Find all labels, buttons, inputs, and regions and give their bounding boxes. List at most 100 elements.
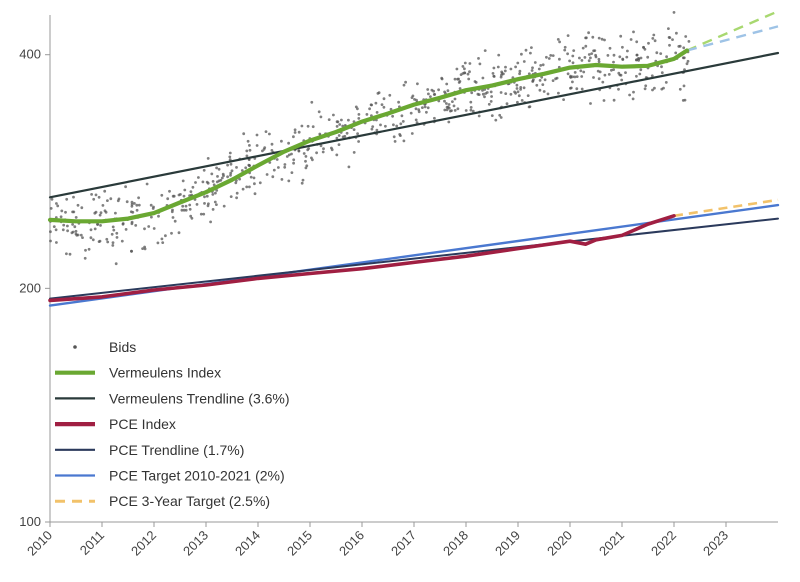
bid-point	[538, 79, 542, 82]
bid-point	[304, 166, 308, 170]
bid-point	[173, 219, 177, 223]
bid-point	[332, 113, 335, 117]
bid-point	[443, 108, 447, 112]
bid-point	[643, 87, 647, 91]
bid-point	[149, 203, 153, 207]
bid-point	[99, 224, 102, 227]
bid-point	[467, 77, 471, 81]
bid-point	[170, 210, 174, 214]
bid-point	[52, 225, 56, 229]
bid-point	[487, 102, 491, 106]
bid-point	[542, 90, 546, 93]
bid-point	[90, 193, 93, 196]
bid-point	[335, 136, 339, 140]
bid-point	[189, 214, 193, 218]
bid-point	[589, 102, 592, 105]
bid-point	[582, 70, 586, 74]
bid-point	[402, 83, 406, 87]
bid-point	[409, 111, 413, 115]
x-tick-label: 2023	[700, 528, 731, 559]
bid-point	[49, 239, 52, 243]
bid-point	[201, 180, 205, 184]
bid-point	[319, 115, 323, 119]
bid-point	[646, 55, 650, 59]
bid-point	[152, 227, 156, 230]
bid-point	[426, 106, 430, 110]
x-tick-label: 2011	[77, 528, 107, 558]
bid-point	[632, 30, 635, 34]
bid-point	[74, 229, 78, 233]
bid-point	[188, 203, 192, 207]
bid-point	[235, 166, 238, 169]
bid-point	[79, 233, 83, 237]
bid-point	[445, 82, 449, 86]
bid-point	[182, 194, 186, 198]
bid-point	[509, 67, 513, 71]
bid-point	[569, 74, 572, 78]
bid-point	[541, 63, 545, 67]
bid-point	[347, 165, 351, 169]
bid-point	[245, 185, 249, 189]
bid-point	[304, 159, 307, 163]
bid-point	[164, 234, 167, 238]
bid-point	[393, 140, 397, 143]
x-tick-label: 2013	[180, 528, 211, 559]
bid-point	[135, 203, 139, 207]
bid-point	[469, 106, 473, 109]
bid-point	[64, 210, 67, 214]
bid-point	[110, 232, 114, 236]
x-tick-label: 2010	[24, 528, 55, 559]
bid-point	[340, 118, 343, 122]
bid-point	[130, 200, 134, 204]
bid-point	[241, 187, 245, 191]
bid-point	[98, 213, 102, 217]
bid-point	[433, 93, 437, 96]
bid-point	[597, 60, 601, 64]
bid-point	[660, 65, 663, 69]
legend-label: PCE Trendline (1.7%)	[109, 442, 244, 458]
bid-point	[399, 122, 403, 126]
bid-point	[50, 197, 54, 201]
bid-point	[134, 224, 138, 227]
bid-point	[580, 87, 584, 91]
bid-point	[583, 56, 587, 59]
bid-point	[572, 49, 576, 52]
bid-point	[445, 102, 448, 105]
bid-point	[335, 120, 339, 124]
bid-point	[456, 107, 460, 111]
bid-point	[639, 68, 643, 72]
bid-point	[518, 72, 521, 76]
bid-point	[180, 208, 184, 212]
bid-point	[571, 54, 575, 58]
bid-point	[551, 79, 555, 82]
bid-point	[389, 107, 393, 111]
bid-point	[101, 204, 105, 207]
bid-point	[575, 75, 579, 78]
bid-point	[662, 86, 665, 90]
bid-point	[469, 108, 473, 112]
bid-point	[612, 98, 616, 102]
bid-point	[594, 53, 597, 57]
bid-point	[681, 56, 685, 60]
bid-point	[635, 74, 638, 78]
bid-point	[197, 176, 200, 179]
bid-point	[463, 71, 467, 75]
bid-point	[587, 53, 591, 56]
bid-point	[228, 151, 232, 155]
bid-point	[125, 200, 129, 204]
bid-point	[600, 37, 604, 41]
bid-point	[464, 109, 468, 112]
bid-point	[411, 94, 415, 98]
bid-point	[111, 241, 115, 245]
bid-point	[592, 76, 595, 79]
bid-point	[234, 181, 238, 185]
bid-point	[130, 204, 134, 208]
bid-point	[49, 207, 53, 210]
bid-point	[608, 46, 612, 50]
bid-point	[343, 134, 347, 138]
bid-point	[290, 171, 294, 175]
bid-point	[440, 77, 444, 81]
bid-point	[425, 110, 428, 114]
bid-point	[452, 104, 456, 108]
